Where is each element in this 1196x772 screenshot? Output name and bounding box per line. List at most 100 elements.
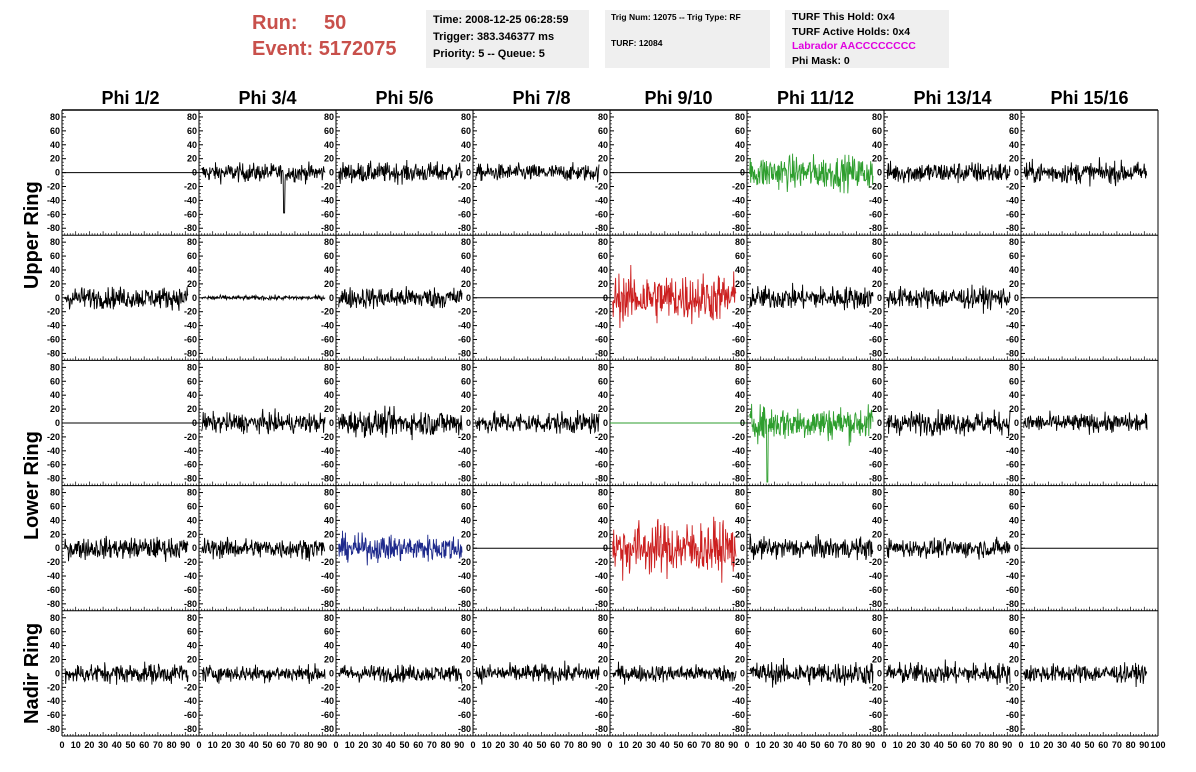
y-tick-label: 40 [735,641,745,651]
y-tick-label: 80 [187,613,197,623]
waveform-trace [475,660,600,685]
y-tick-label: 0 [466,668,471,678]
y-tick-label: 40 [461,515,471,525]
y-tick-label: -20 [595,557,608,567]
y-tick-label: 20 [1009,529,1019,539]
x-tick-label: 90 [591,740,601,750]
x-tick-label: 30 [783,740,793,750]
y-tick-label: 80 [735,237,745,247]
y-tick-label: -20 [184,307,197,317]
y-tick-label: 60 [187,501,197,511]
waveform-trace [886,409,1011,437]
y-tick-label: 80 [324,237,334,247]
x-tick-label: 60 [1098,740,1108,750]
waveform-trace [64,535,189,563]
x-tick-label: 80 [578,740,588,750]
waveform-trace [338,159,463,185]
y-tick-label: -80 [1006,348,1019,358]
y-tick-label: 0 [55,418,60,428]
y-tick-label: 0 [1014,418,1019,428]
y-tick-label: -80 [869,599,882,609]
y-tick-label: 60 [1009,627,1019,637]
x-tick-label: 40 [249,740,259,750]
run-label: Run: [252,12,298,34]
y-tick-label: 40 [50,140,60,150]
y-tick-label: 80 [187,488,197,498]
y-tick-label: -80 [47,348,60,358]
x-tick-label: 70 [427,740,437,750]
waveform-trace [749,282,874,311]
waveform-trace [338,405,463,441]
y-tick-label: 60 [187,627,197,637]
waveform-trace [612,264,737,329]
y-tick-label: -80 [1006,474,1019,484]
y-tick-label: -20 [184,182,197,192]
y-tick-label: 60 [324,627,334,637]
waveform-trace [64,661,189,685]
y-tick-label: 60 [872,251,882,261]
y-tick-label: -80 [458,599,471,609]
y-tick-label: 0 [329,543,334,553]
y-tick-label: -40 [595,696,608,706]
waveform-trace [201,663,326,685]
y-tick-label: -40 [595,571,608,581]
y-tick-label: 0 [877,168,882,178]
run-value: 50 [324,12,347,34]
y-tick-label: 20 [324,404,334,414]
y-tick-label: 60 [461,251,471,261]
y-tick-label: 80 [598,112,608,122]
x-tick-label: 10 [345,740,355,750]
x-tick-label: 10 [482,740,492,750]
y-tick-label: 80 [872,112,882,122]
x-tick-label: 80 [441,740,451,750]
x-tick-label: 60 [139,740,149,750]
y-tick-label: 80 [735,488,745,498]
y-tick-label: -60 [184,335,197,345]
x-tick-label: 50 [810,740,820,750]
y-tick-label: -20 [321,182,334,192]
turf-info-box: TURF This Hold: 0x4 TURF Active Holds: 0… [785,10,949,68]
column-label: Phi 5/6 [375,88,433,108]
y-tick-label: 0 [192,293,197,303]
x-tick-label: 30 [1057,740,1067,750]
y-tick-label: -20 [47,557,60,567]
x-tick-label: 90 [454,740,464,750]
y-tick-label: -60 [595,460,608,470]
y-tick-label: -20 [732,307,745,317]
y-tick-label: -40 [732,696,745,706]
waveform-trace [612,661,737,685]
y-tick-label: -40 [184,321,197,331]
run-event-block: Run: 50 Event: 5172075 [252,10,422,62]
y-tick-label: -60 [732,335,745,345]
waveform-trace [886,284,1011,314]
y-tick-label: 80 [735,362,745,372]
y-tick-label: -80 [184,474,197,484]
x-tick-label: 80 [715,740,725,750]
y-tick-label: 0 [740,418,745,428]
x-tick-label: 70 [975,740,985,750]
y-tick-label: -40 [869,446,882,456]
y-tick-label: -40 [595,195,608,205]
y-tick-label: -80 [47,724,60,734]
y-tick-label: 60 [50,627,60,637]
y-tick-label: 20 [50,404,60,414]
y-tick-label: 80 [735,112,745,122]
y-tick-label: 60 [50,501,60,511]
x-tick-label: 60 [961,740,971,750]
y-tick-label: -80 [184,724,197,734]
x-tick-label: 30 [235,740,245,750]
y-tick-label: -80 [1006,599,1019,609]
y-tick-label: -80 [47,599,60,609]
y-tick-label: -20 [1006,307,1019,317]
y-tick-label: -60 [869,335,882,345]
y-tick-label: 40 [598,641,608,651]
y-tick-label: -80 [1006,223,1019,233]
y-tick-label: -60 [1006,460,1019,470]
y-tick-label: 40 [872,265,882,275]
y-tick-label: -40 [1006,571,1019,581]
y-tick-label: -60 [184,209,197,219]
y-tick-label: 60 [598,126,608,136]
y-tick-label: -80 [732,599,745,609]
y-tick-label: 0 [877,668,882,678]
x-tick-label: 50 [1084,740,1094,750]
